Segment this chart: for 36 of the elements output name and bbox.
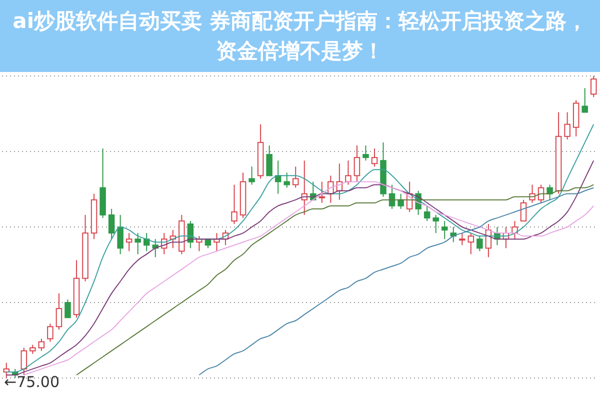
candlestick — [424, 205, 430, 222]
candlestick — [30, 344, 36, 354]
candlestick — [398, 193, 404, 210]
candlestick — [362, 144, 369, 162]
candlestick — [38, 338, 45, 352]
chart-title: ai炒股软件自动买卖 券商配资开户指南：轻松开启投资之路，资金倍增不是梦！ — [0, 0, 600, 72]
candlestick — [459, 232, 466, 246]
candlestick — [582, 88, 588, 113]
candlestick — [538, 184, 544, 204]
candlestick — [126, 232, 132, 252]
candlestick — [529, 184, 536, 204]
candlestick — [56, 292, 62, 330]
candlestick — [441, 220, 448, 240]
candlestick — [231, 184, 238, 224]
candlestick — [292, 166, 299, 188]
candlestick — [345, 160, 352, 186]
candlestick — [266, 144, 272, 176]
candlestick — [134, 232, 141, 255]
candlestick — [20, 347, 28, 376]
candlestick — [318, 181, 326, 204]
candlestick — [64, 298, 71, 318]
candlestick — [476, 236, 483, 252]
candlestick — [248, 166, 255, 186]
candlestick — [354, 144, 360, 182]
candlestick — [47, 323, 54, 342]
candlestick — [284, 172, 290, 188]
candlestick — [117, 214, 124, 255]
candlestick — [432, 214, 439, 234]
candlestick — [564, 112, 570, 140]
candlestick — [520, 199, 527, 222]
candlestick — [468, 232, 474, 255]
annotation: ←75.00 — [4, 373, 60, 391]
candlestick — [546, 184, 553, 200]
candlestick — [108, 208, 115, 240]
candlestick — [371, 148, 378, 168]
candlestick — [590, 76, 597, 98]
